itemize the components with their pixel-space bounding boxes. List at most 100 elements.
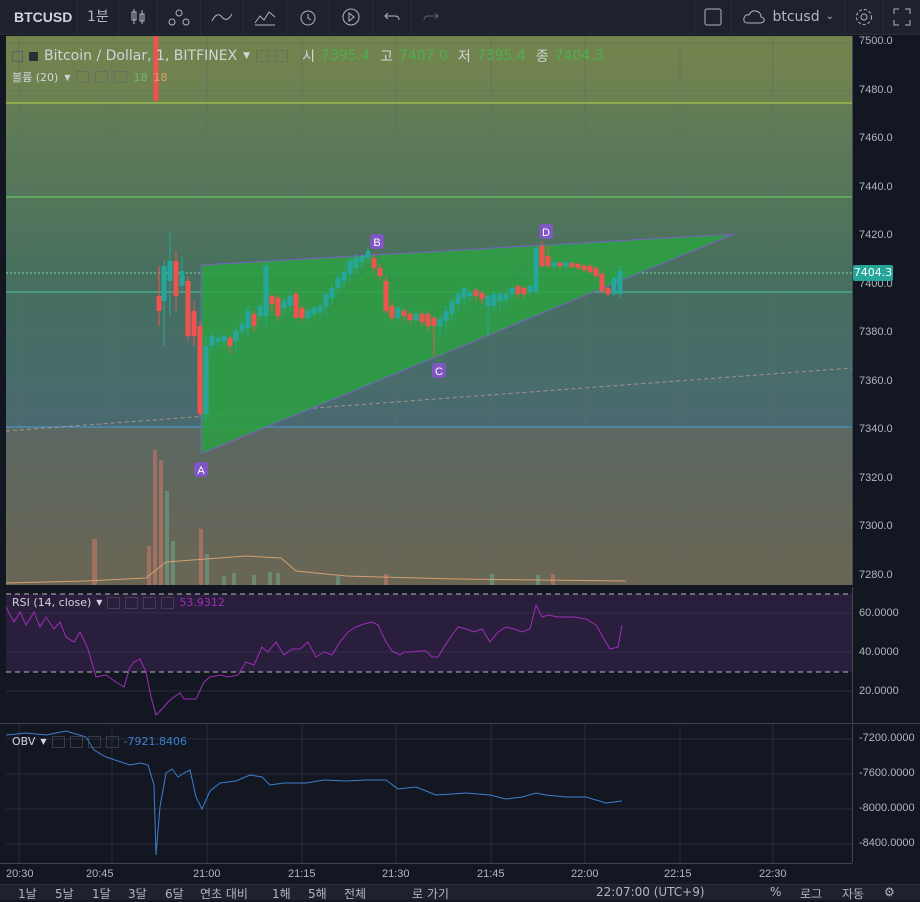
price-axis[interactable]: 7500.0 7480.0 7460.0 7440.0 7420.0 7400.0 7380… bbox=[852, 35, 920, 585]
time-axis-label: 20:30 bbox=[6, 868, 34, 880]
indicators-button[interactable] bbox=[201, 0, 244, 34]
eye-icon[interactable] bbox=[51, 735, 65, 748]
candles-style-button[interactable] bbox=[119, 0, 158, 34]
wave-chart-icon bbox=[254, 11, 276, 26]
range-button[interactable]: 3달 bbox=[128, 887, 147, 901]
price-axis-label: 7500.0 bbox=[859, 35, 893, 47]
close-icon[interactable] bbox=[105, 735, 119, 748]
chevron-down-icon[interactable]: ▼ bbox=[40, 737, 47, 746]
obv-axis-label: -8000.0000 bbox=[859, 802, 915, 814]
alarm-clock-icon bbox=[300, 10, 316, 26]
time-axis-label: 20:45 bbox=[86, 868, 114, 880]
obv-axis-label: -7200.0000 bbox=[859, 732, 915, 744]
chevron-down-icon[interactable]: ▼ bbox=[243, 51, 251, 61]
price-axis-label: 7280.0 bbox=[859, 568, 893, 581]
scale-option-button[interactable]: % bbox=[770, 885, 782, 899]
range-button[interactable]: 연초 대비 bbox=[200, 887, 248, 901]
candle-body bbox=[263, 266, 269, 316]
settings-button[interactable] bbox=[845, 0, 884, 34]
candle-body bbox=[461, 288, 467, 298]
volume-value: 18 bbox=[133, 70, 148, 84]
candle-body bbox=[227, 338, 233, 346]
obv-pane[interactable] bbox=[6, 725, 852, 863]
candle-body bbox=[575, 264, 581, 268]
candle-body bbox=[395, 308, 401, 318]
expand-button[interactable] bbox=[884, 0, 920, 34]
compare-button[interactable] bbox=[158, 0, 201, 34]
range-button[interactable]: 1달 bbox=[92, 887, 111, 901]
rsi-grid bbox=[6, 612, 852, 692]
gear-icon[interactable] bbox=[95, 71, 109, 83]
time-axis[interactable]: 20:30 20:45 21:00 21:15 21:30 21:45 22:00 22:15… bbox=[0, 863, 852, 885]
volume-legend: 볼륨 (20) ▼ 18 18 bbox=[12, 69, 167, 85]
obv-background bbox=[6, 725, 852, 863]
candle-body bbox=[449, 301, 455, 314]
redo-button[interactable] bbox=[412, 0, 450, 34]
candle-body bbox=[401, 311, 407, 316]
plus-icon[interactable] bbox=[143, 596, 157, 609]
obv-axis[interactable]: -7200.0000 -7600.0000 -8000.0000 -8400.0000 bbox=[852, 725, 920, 863]
cloud-icon bbox=[743, 10, 766, 24]
time-axis-label: 22:00 bbox=[571, 868, 599, 880]
volume-title[interactable]: 볼륨 (20) bbox=[12, 71, 59, 84]
eye-icon[interactable] bbox=[107, 596, 121, 609]
candle-body bbox=[599, 274, 605, 291]
svg-text:A: A bbox=[197, 465, 205, 477]
candle-body bbox=[323, 294, 329, 306]
close-icon[interactable] bbox=[161, 596, 175, 609]
price-axis-label: 7440.0 bbox=[859, 180, 893, 193]
collapse-icon[interactable] bbox=[12, 50, 23, 62]
candle-body bbox=[569, 263, 575, 267]
candle-body bbox=[239, 324, 245, 331]
range-button[interactable]: 5날 bbox=[55, 887, 74, 901]
undo-button[interactable] bbox=[373, 0, 412, 34]
pair-title[interactable]: Bitcoin / Dollar, 1, BITFINEX bbox=[44, 48, 238, 64]
eye-icon[interactable] bbox=[76, 71, 90, 83]
main-chart[interactable]: A B C D bbox=[6, 36, 852, 585]
replay-button[interactable] bbox=[330, 0, 373, 34]
obv-axis-label: -7600.0000 bbox=[859, 767, 915, 779]
eye-icon[interactable] bbox=[256, 50, 270, 62]
fullscreen-toggle-button[interactable] bbox=[694, 0, 733, 34]
price-candles bbox=[153, 36, 623, 421]
plus-icon[interactable] bbox=[87, 735, 101, 748]
scale-option-button[interactable]: 로그 bbox=[800, 887, 823, 901]
range-button[interactable]: 5해 bbox=[308, 887, 327, 901]
obv-title[interactable]: OBV bbox=[12, 735, 36, 748]
chevron-down-icon[interactable]: ▼ bbox=[64, 72, 71, 82]
chevron-down-icon[interactable]: ▼ bbox=[96, 598, 103, 607]
scale-option-button[interactable]: 자동 bbox=[842, 887, 865, 901]
interval-button[interactable]: 1분 bbox=[78, 0, 119, 34]
pane-separator[interactable] bbox=[0, 723, 920, 724]
rsi-pane[interactable] bbox=[6, 587, 852, 723]
save-layout-button[interactable]: btcusd ⌄ bbox=[732, 0, 845, 34]
clock-display[interactable]: 22:07:00 (UTC+9) bbox=[596, 885, 705, 899]
candle-body bbox=[179, 271, 185, 286]
close-icon[interactable] bbox=[114, 71, 128, 83]
range-button[interactable]: 1해 bbox=[272, 887, 291, 901]
alert-button[interactable] bbox=[287, 0, 330, 34]
candle-body bbox=[359, 256, 365, 262]
symbol-search-button[interactable]: BTCUSD bbox=[0, 0, 78, 34]
candle-body bbox=[209, 336, 215, 346]
range-button[interactable]: 전체 bbox=[344, 887, 367, 901]
gear-icon[interactable] bbox=[69, 735, 83, 748]
candle-body bbox=[287, 296, 293, 306]
layout-name: btcusd bbox=[772, 9, 820, 25]
time-axis-label: 22:30 bbox=[759, 868, 787, 880]
goto-date-button[interactable]: 로 가기 bbox=[412, 887, 449, 901]
gear-icon[interactable]: ⚙ bbox=[884, 885, 895, 899]
time-axis-label: 21:30 bbox=[382, 868, 410, 880]
range-button[interactable]: 6달 bbox=[165, 887, 184, 901]
price-axis-label: 7360.0 bbox=[859, 374, 893, 387]
candle-body bbox=[557, 263, 563, 266]
candle-body bbox=[563, 262, 569, 266]
financials-button[interactable] bbox=[244, 0, 287, 34]
range-button[interactable]: 1날 bbox=[18, 887, 37, 901]
gear-icon[interactable] bbox=[125, 596, 139, 609]
rsi-axis[interactable]: 60.0000 40.0000 20.0000 bbox=[852, 587, 920, 723]
candle-body bbox=[545, 256, 551, 266]
gear-icon[interactable] bbox=[275, 50, 289, 62]
rsi-title[interactable]: RSI (14, close) bbox=[12, 596, 92, 609]
rsi-value: 53.9312 bbox=[179, 596, 225, 609]
